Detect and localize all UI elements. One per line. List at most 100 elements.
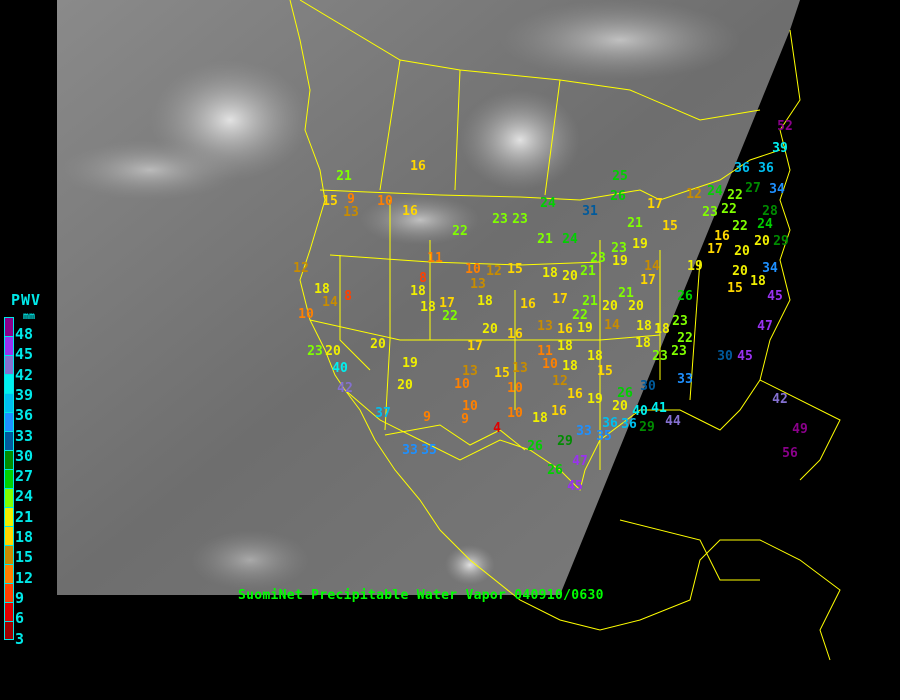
station-pwv-value: 40	[632, 404, 648, 419]
station-pwv-value: 14	[644, 259, 660, 274]
station-pwv-value: 10	[465, 262, 481, 277]
station-pwv-value: 34	[769, 182, 785, 197]
station-pwv-value: 17	[647, 197, 663, 212]
station-pwv-value: 22	[572, 308, 588, 323]
station-pwv-value: 21	[537, 232, 553, 247]
station-pwv-value: 31	[582, 204, 598, 219]
station-pwv-value: 22	[721, 202, 737, 217]
station-pwv-value: 23	[652, 349, 668, 364]
legend-swatch	[4, 431, 14, 450]
legend-swatch	[4, 336, 14, 355]
station-pwv-value: 20	[734, 244, 750, 259]
station-pwv-value: 17	[467, 339, 483, 354]
station-pwv-value: 15	[322, 194, 338, 209]
legend-swatch	[4, 621, 14, 640]
station-pwv-value: 23	[672, 314, 688, 329]
station-pwv-value: 9	[347, 192, 355, 207]
station-pwv-value: 17	[439, 296, 455, 311]
station-pwv-value: 33	[402, 443, 418, 458]
legend-swatch	[4, 450, 14, 469]
station-pwv-value: 16	[551, 404, 567, 419]
station-pwv-value: 18	[420, 300, 436, 315]
station-pwv-value: 18	[410, 284, 426, 299]
legend-label: 18	[15, 528, 34, 546]
station-pwv-value: 20	[602, 299, 618, 314]
station-pwv-value: 12	[293, 261, 309, 276]
station-pwv-value: 52	[777, 119, 793, 134]
station-pwv-value: 22	[727, 188, 743, 203]
station-pwv-value: 15	[727, 281, 743, 296]
station-pwv-value: 22	[732, 219, 748, 234]
legend-swatch	[4, 412, 14, 431]
station-pwv-value: 13	[512, 361, 528, 376]
station-pwv-value: 23	[611, 241, 627, 256]
legend-label: 27	[15, 467, 34, 486]
station-pwv-value: 20	[482, 322, 498, 337]
station-pwv-value: 4	[493, 421, 501, 436]
station-pwv-value: 20	[732, 264, 748, 279]
station-pwv-value: 8	[344, 289, 352, 304]
station-pwv-value: 8	[419, 271, 427, 286]
station-pwv-value: 23	[492, 212, 508, 227]
station-pwv-value: 11	[427, 251, 443, 266]
station-pwv-value: 24	[562, 232, 578, 247]
station-pwv-value: 16	[714, 229, 730, 244]
station-pwv-value: 30	[717, 349, 733, 364]
station-pwv-value: 23	[590, 251, 606, 266]
legend-label: 21	[15, 507, 34, 526]
legend-swatch	[4, 488, 14, 507]
pwv-legend: PWV mm 48 45 42 39 36 33 30 27 24 21 18 15 12 9 6 3	[0, 292, 50, 672]
station-pwv-value: 45	[567, 479, 583, 494]
station-pwv-value: 13	[537, 319, 553, 334]
station-pwv-value: 42	[337, 381, 353, 396]
station-pwv-value: 22	[677, 331, 693, 346]
station-pwv-value: 19	[632, 237, 648, 252]
legend-swatch	[4, 583, 14, 602]
station-pwv-value: 19	[587, 392, 603, 407]
station-pwv-value: 14	[604, 318, 620, 333]
station-pwv-value: 22	[452, 224, 468, 239]
station-pwv-value: 18	[750, 274, 766, 289]
legend-unit: mm	[23, 311, 36, 322]
station-pwv-value: 27	[745, 181, 761, 196]
station-pwv-value: 15	[494, 366, 510, 381]
station-pwv-value: 20	[562, 269, 578, 284]
legend-label: 12	[15, 568, 34, 587]
station-pwv-value: 36	[621, 417, 637, 432]
station-pwv-value: 10	[298, 307, 314, 322]
station-pwv-value: 34	[762, 261, 778, 276]
legend-swatch	[4, 469, 14, 488]
station-pwv-value: 29	[773, 234, 789, 249]
station-pwv-value: 26	[677, 289, 693, 304]
station-pwv-value: 18	[557, 339, 573, 354]
station-pwv-value: 20	[370, 337, 386, 352]
station-pwv-value: 16	[520, 297, 536, 312]
station-pwv-value: 26	[610, 189, 626, 204]
station-pwv-value: 36	[734, 161, 750, 176]
station-pwv-value: 9	[461, 412, 469, 427]
station-pwv-value: 24	[757, 217, 773, 232]
station-pwv-value: 47	[757, 319, 773, 334]
station-pwv-value: 20	[612, 399, 628, 414]
legend-swatch	[4, 545, 14, 564]
station-pwv-value: 18	[654, 322, 670, 337]
station-pwv-value: 24	[540, 196, 556, 211]
station-pwv-value: 12	[486, 264, 502, 279]
station-pwv-value: 18	[477, 294, 493, 309]
station-pwv-value: 25	[612, 169, 628, 184]
station-pwv-value: 9	[423, 410, 431, 425]
legend-label: 30	[15, 446, 34, 465]
station-pwv-value: 18	[635, 336, 651, 351]
legend-label: 33	[15, 426, 34, 445]
station-pwv-value: 26	[547, 463, 563, 478]
station-pwv-value: 16	[507, 327, 523, 342]
station-pwv-value: 36	[758, 161, 774, 176]
station-pwv-value: 17	[552, 292, 568, 307]
station-pwv-value: 23	[702, 205, 718, 220]
station-pwv-value: 18	[542, 266, 558, 281]
station-pwv-value: 14	[322, 295, 338, 310]
station-pwv-value: 30	[640, 379, 656, 394]
legend-swatch	[4, 374, 14, 393]
